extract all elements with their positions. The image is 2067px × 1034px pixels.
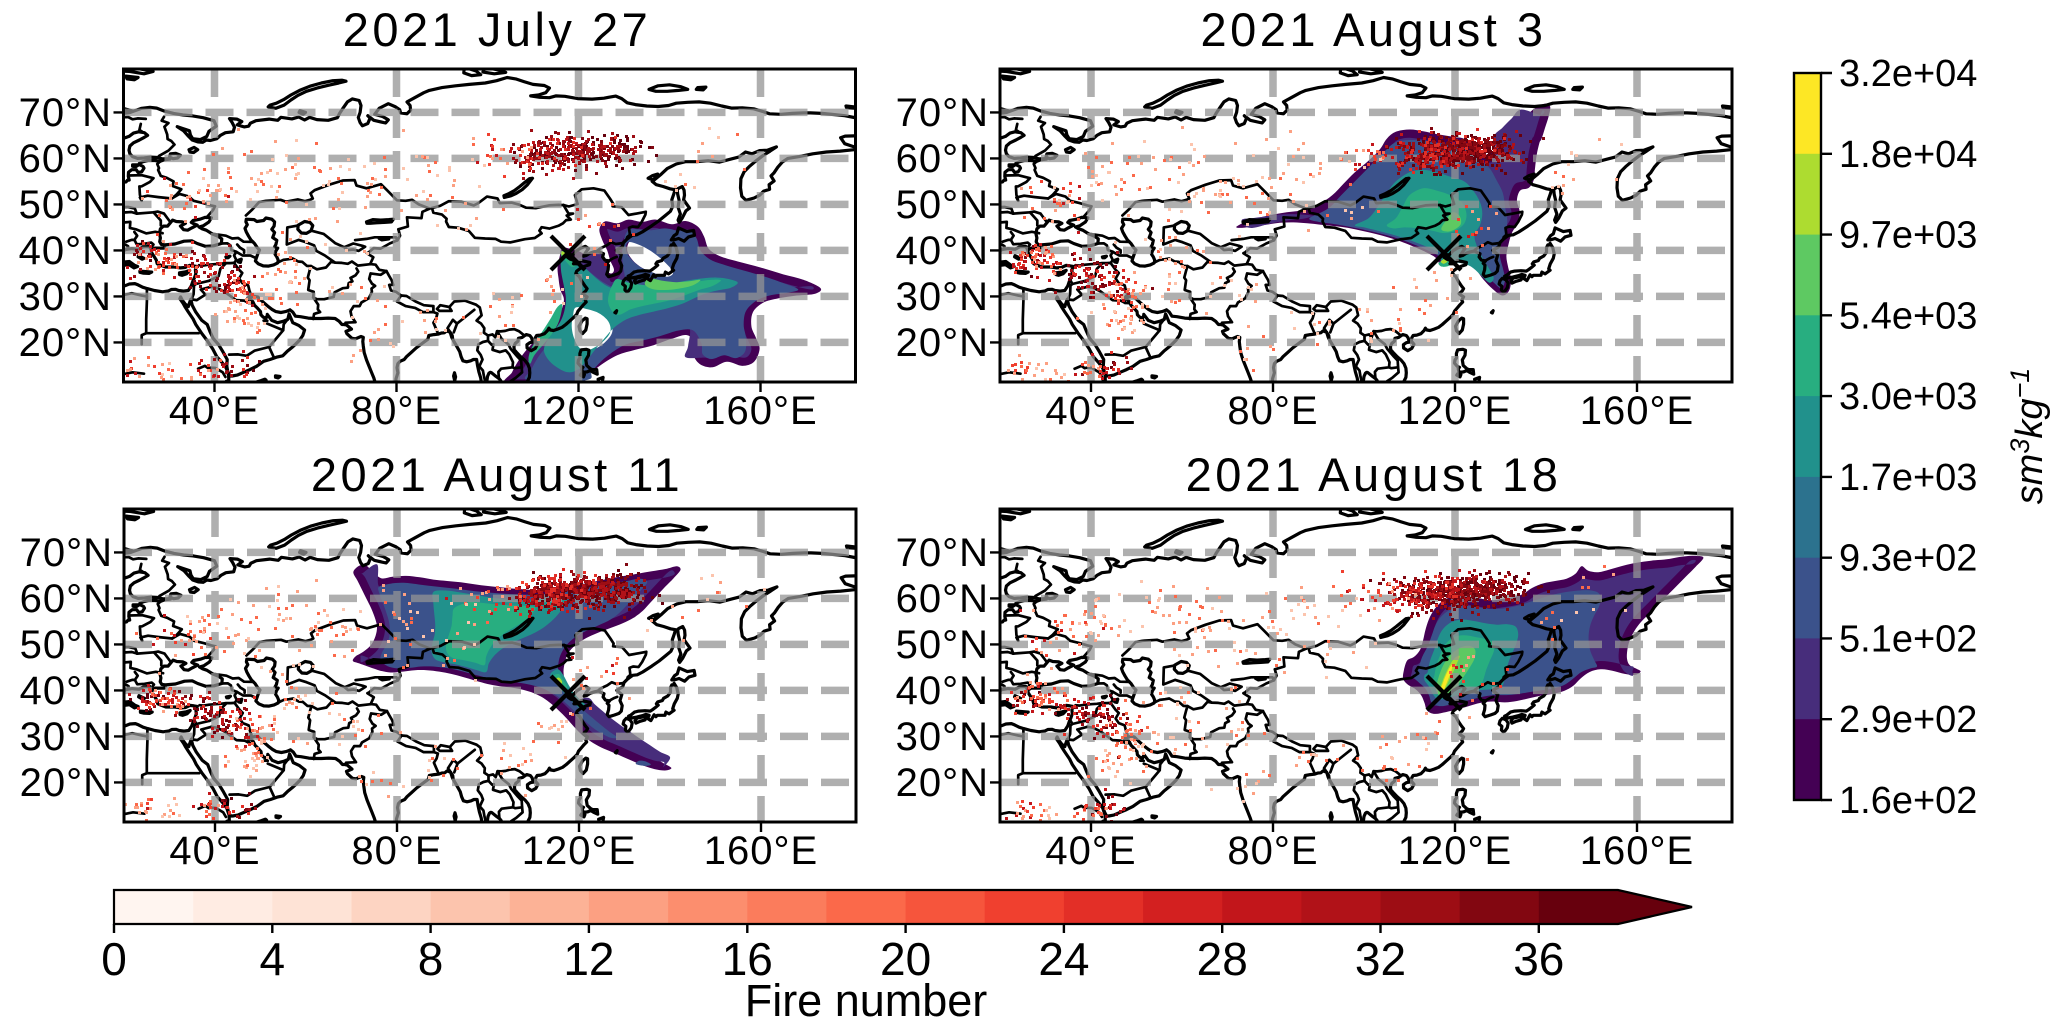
- svg-text:50°N: 50°N: [19, 183, 112, 227]
- svg-text:40°N: 40°N: [896, 669, 989, 713]
- svg-text:50°N: 50°N: [896, 623, 989, 667]
- svg-text:120°E: 120°E: [1398, 389, 1512, 433]
- svg-text:12: 12: [563, 933, 614, 985]
- svg-text:40°E: 40°E: [169, 389, 260, 433]
- svg-text:32: 32: [1355, 933, 1406, 985]
- svg-text:20°N: 20°N: [896, 321, 989, 365]
- svg-text:120°E: 120°E: [522, 829, 636, 873]
- svg-text:1.6e+02: 1.6e+02: [1839, 780, 1977, 822]
- svg-text:40°E: 40°E: [1045, 829, 1136, 873]
- svg-text:60°N: 60°N: [20, 577, 113, 621]
- svg-text:20°N: 20°N: [896, 761, 989, 805]
- svg-text:70°N: 70°N: [20, 531, 113, 575]
- svg-text:60°N: 60°N: [19, 137, 112, 181]
- svg-text:5.4e+03: 5.4e+03: [1839, 295, 1977, 337]
- svg-text:36: 36: [1513, 933, 1564, 985]
- svg-text:3.2e+04: 3.2e+04: [1839, 53, 1977, 95]
- svg-text:4: 4: [260, 933, 286, 985]
- svg-text:70°N: 70°N: [896, 531, 989, 575]
- svg-text:160°E: 160°E: [703, 389, 817, 433]
- svg-text:2021 July 27: 2021 July 27: [343, 3, 652, 56]
- svg-text:40°E: 40°E: [169, 829, 260, 873]
- svg-text:160°E: 160°E: [704, 829, 818, 873]
- svg-text:40°N: 40°N: [19, 229, 112, 273]
- svg-text:2021 August 3: 2021 August 3: [1200, 3, 1546, 56]
- svg-text:1.7e+03: 1.7e+03: [1839, 457, 1977, 499]
- svg-text:120°E: 120°E: [1398, 829, 1512, 873]
- svg-text:9.7e+03: 9.7e+03: [1839, 215, 1977, 257]
- svg-text:5.1e+02: 5.1e+02: [1839, 618, 1977, 660]
- svg-text:3.0e+03: 3.0e+03: [1839, 376, 1977, 418]
- svg-text:40°N: 40°N: [896, 229, 989, 273]
- svg-text:80°E: 80°E: [1227, 829, 1318, 873]
- svg-text:20°N: 20°N: [19, 321, 112, 365]
- svg-text:24: 24: [1038, 933, 1089, 985]
- svg-text:160°E: 160°E: [1580, 389, 1694, 433]
- svg-text:30°N: 30°N: [896, 715, 989, 759]
- svg-text:20°N: 20°N: [20, 761, 113, 805]
- svg-text:2021 August 11: 2021 August 11: [311, 448, 683, 501]
- svg-text:70°N: 70°N: [19, 91, 112, 135]
- svg-text:1.8e+04: 1.8e+04: [1839, 134, 1977, 176]
- svg-text:40°N: 40°N: [20, 669, 113, 713]
- svg-text:50°N: 50°N: [896, 183, 989, 227]
- svg-text:120°E: 120°E: [521, 389, 635, 433]
- svg-text:80°E: 80°E: [351, 829, 442, 873]
- svg-text:2.9e+02: 2.9e+02: [1839, 699, 1977, 741]
- svg-text:50°N: 50°N: [20, 623, 113, 667]
- svg-text:60°N: 60°N: [896, 577, 989, 621]
- svg-text:70°N: 70°N: [896, 91, 989, 135]
- svg-text:80°E: 80°E: [1227, 389, 1318, 433]
- svg-text:30°N: 30°N: [19, 275, 112, 319]
- svg-text:20: 20: [880, 933, 931, 985]
- svg-text:0: 0: [101, 933, 127, 985]
- svg-text:60°N: 60°N: [896, 137, 989, 181]
- svg-text:8: 8: [418, 933, 444, 985]
- svg-text:9.3e+02: 9.3e+02: [1839, 538, 1977, 580]
- svg-text:2021 August 18: 2021 August 18: [1186, 448, 1562, 501]
- svg-text:160°E: 160°E: [1580, 829, 1694, 873]
- svg-text:80°E: 80°E: [351, 389, 442, 433]
- svg-text:30°N: 30°N: [896, 275, 989, 319]
- svg-text:28: 28: [1197, 933, 1248, 985]
- svg-text:16: 16: [722, 933, 773, 985]
- svg-text:30°N: 30°N: [20, 715, 113, 759]
- svg-text:40°E: 40°E: [1045, 389, 1136, 433]
- svg-text:Fire number: Fire number: [745, 975, 988, 1026]
